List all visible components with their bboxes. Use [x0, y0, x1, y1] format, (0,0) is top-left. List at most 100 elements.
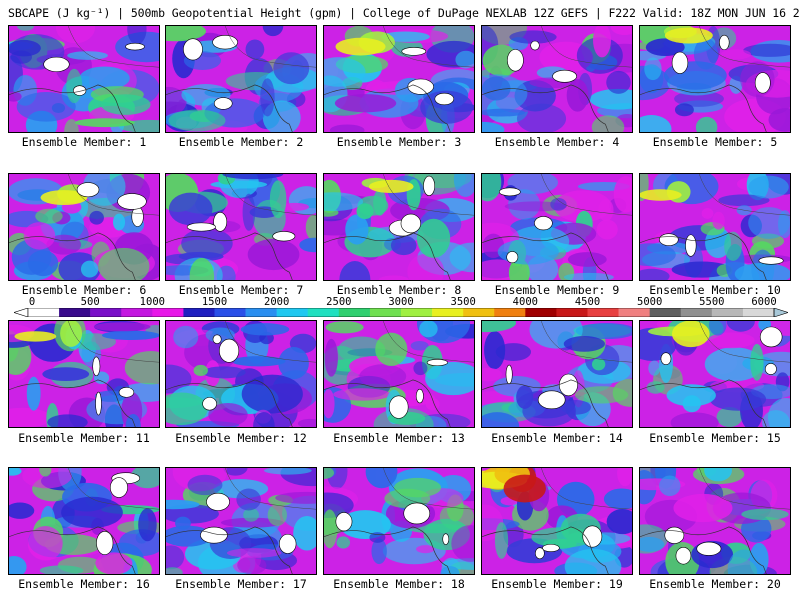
ensemble-member-label: Ensemble Member: 13 — [333, 431, 465, 445]
colorbar-swatch — [183, 308, 215, 317]
ensemble-member-label: Ensemble Member: 15 — [649, 431, 781, 445]
colorbar-swatch — [245, 308, 277, 317]
colorbar-swatch — [28, 308, 60, 317]
ensemble-map-panel — [165, 320, 317, 428]
colorbar-swatch — [618, 308, 650, 317]
ensemble-map-panel — [639, 25, 791, 133]
ensemble-map-panel — [481, 25, 633, 133]
ensemble-member-label: Ensemble Member: 12 — [175, 431, 307, 445]
ensemble-map-panel — [639, 467, 791, 575]
colorbar-tick-label: 0 — [28, 296, 36, 308]
colorbar-tick-label: 4500 — [574, 296, 601, 308]
colorbar-max-arrow — [773, 308, 788, 317]
sbcape-field — [324, 26, 474, 132]
colorbar-swatch — [711, 308, 744, 317]
ensemble-map-panel — [323, 25, 475, 133]
sbcape-field — [9, 26, 159, 132]
ensemble-map-panel — [481, 173, 633, 281]
colorbar-tick-label: 5000 — [637, 296, 663, 308]
ensemble-member-label: Ensemble Member: 3 — [336, 135, 462, 149]
colorbar-swatch — [432, 308, 464, 317]
ensemble-member-label: Ensemble Member: 16 — [18, 577, 150, 591]
sbcape-field — [9, 321, 159, 427]
colorbar-swatch — [556, 308, 588, 317]
sbcape-field — [482, 321, 632, 427]
colorbar-tick-label: 1500 — [201, 296, 228, 308]
colorbar-tick-label: 3000 — [388, 296, 414, 308]
sbcape-field — [324, 321, 474, 427]
colorbar-swatch — [338, 308, 371, 317]
colorbar-tick-label: 4000 — [512, 296, 538, 308]
ensemble-map-panel — [165, 467, 317, 575]
sbcape-field — [166, 26, 316, 132]
sbcape-field — [166, 321, 316, 427]
colorbar-tick-label: 1000 — [139, 296, 165, 308]
sbcape-field — [482, 174, 632, 280]
colorbar-tick-label: 500 — [80, 296, 100, 308]
ensemble-member-label: Ensemble Member: 1 — [21, 135, 147, 149]
ensemble-map-panel — [8, 25, 160, 133]
colorbar-swatch — [214, 308, 246, 317]
colorbar-swatch — [307, 308, 340, 317]
ensemble-member-label: Ensemble Member: 8 — [336, 283, 462, 297]
sbcape-field — [166, 468, 316, 574]
colorbar-swatch — [369, 308, 402, 317]
ensemble-map-panel — [323, 320, 475, 428]
ensemble-map-panel — [165, 25, 317, 133]
sbcape-field — [324, 174, 474, 280]
colorbar-swatch — [525, 308, 557, 317]
colorbar-swatch — [401, 308, 433, 317]
sbcape-field — [640, 26, 790, 132]
colorbar-tick-label: 6000 — [751, 296, 777, 308]
ensemble-map-panel — [639, 173, 791, 281]
colorbar-swatch — [494, 308, 526, 317]
sbcape-field — [640, 468, 790, 574]
colorbar-swatch — [680, 308, 713, 317]
ensemble-map-panel — [165, 173, 317, 281]
sbcape-field — [640, 174, 790, 280]
colorbar-swatch — [742, 308, 775, 317]
colorbar-tick-label: 3500 — [450, 296, 476, 308]
colorbar-scale — [14, 308, 788, 317]
colorbar-swatch — [276, 308, 309, 317]
sbcape-field — [640, 321, 790, 427]
sbcape-field — [166, 174, 316, 280]
colorbar-swatch — [59, 308, 91, 317]
colorbar-tick-label: 2500 — [326, 296, 352, 308]
sbcape-field — [9, 174, 159, 280]
colorbar-swatch — [121, 308, 153, 317]
ensemble-map-panel — [8, 320, 160, 428]
ensemble-map-panel — [8, 173, 160, 281]
colorbar-swatch — [152, 308, 184, 317]
ensemble-map-panel — [323, 173, 475, 281]
colorbar-tick-label: 5500 — [699, 296, 725, 308]
ensemble-member-label: Ensemble Member: 5 — [652, 135, 778, 149]
colorbar-min-arrow — [14, 308, 29, 317]
map-title: SBCAPE (J kg⁻¹) | 500mb Geopotential Hei… — [8, 6, 800, 20]
ensemble-member-label: Ensemble Member: 4 — [494, 135, 620, 149]
colorbar-tick-labels: 0 500 1000 1500 2000 2500 3000 3500 4000 4500 5000… — [14, 296, 788, 308]
ensemble-map-panel — [481, 320, 633, 428]
colorbar-swatch — [587, 308, 619, 317]
ensemble-member-label: Ensemble Member: 17 — [175, 577, 307, 591]
colorbar: 0 500 1000 1500 2000 2500 3000 3500 4000 4500 5000… — [14, 296, 788, 318]
ensemble-map-panel — [639, 320, 791, 428]
sbcape-field — [482, 26, 632, 132]
ensemble-map-panel — [323, 467, 475, 575]
ensemble-member-label: Ensemble Member: 20 — [649, 577, 781, 591]
colorbar-swatch — [463, 308, 495, 317]
sbcape-field — [482, 468, 632, 574]
ensemble-member-label: Ensemble Member: 19 — [491, 577, 623, 591]
sbcape-field — [324, 468, 474, 574]
ensemble-member-label: Ensemble Member: 6 — [21, 283, 147, 297]
ensemble-member-label: Ensemble Member: 11 — [18, 431, 150, 445]
ensemble-member-label: Ensemble Member: 2 — [178, 135, 304, 149]
ensemble-member-label: Ensemble Member: 14 — [491, 431, 623, 445]
colorbar-tick-label: 2000 — [264, 296, 290, 308]
ensemble-member-label: Ensemble Member: 7 — [178, 283, 304, 297]
ensemble-member-label: Ensemble Member: 18 — [333, 577, 465, 591]
colorbar-swatch — [649, 308, 682, 317]
ensemble-map-panel — [8, 467, 160, 575]
sbcape-field — [9, 468, 159, 574]
colorbar-swatch — [90, 308, 122, 317]
